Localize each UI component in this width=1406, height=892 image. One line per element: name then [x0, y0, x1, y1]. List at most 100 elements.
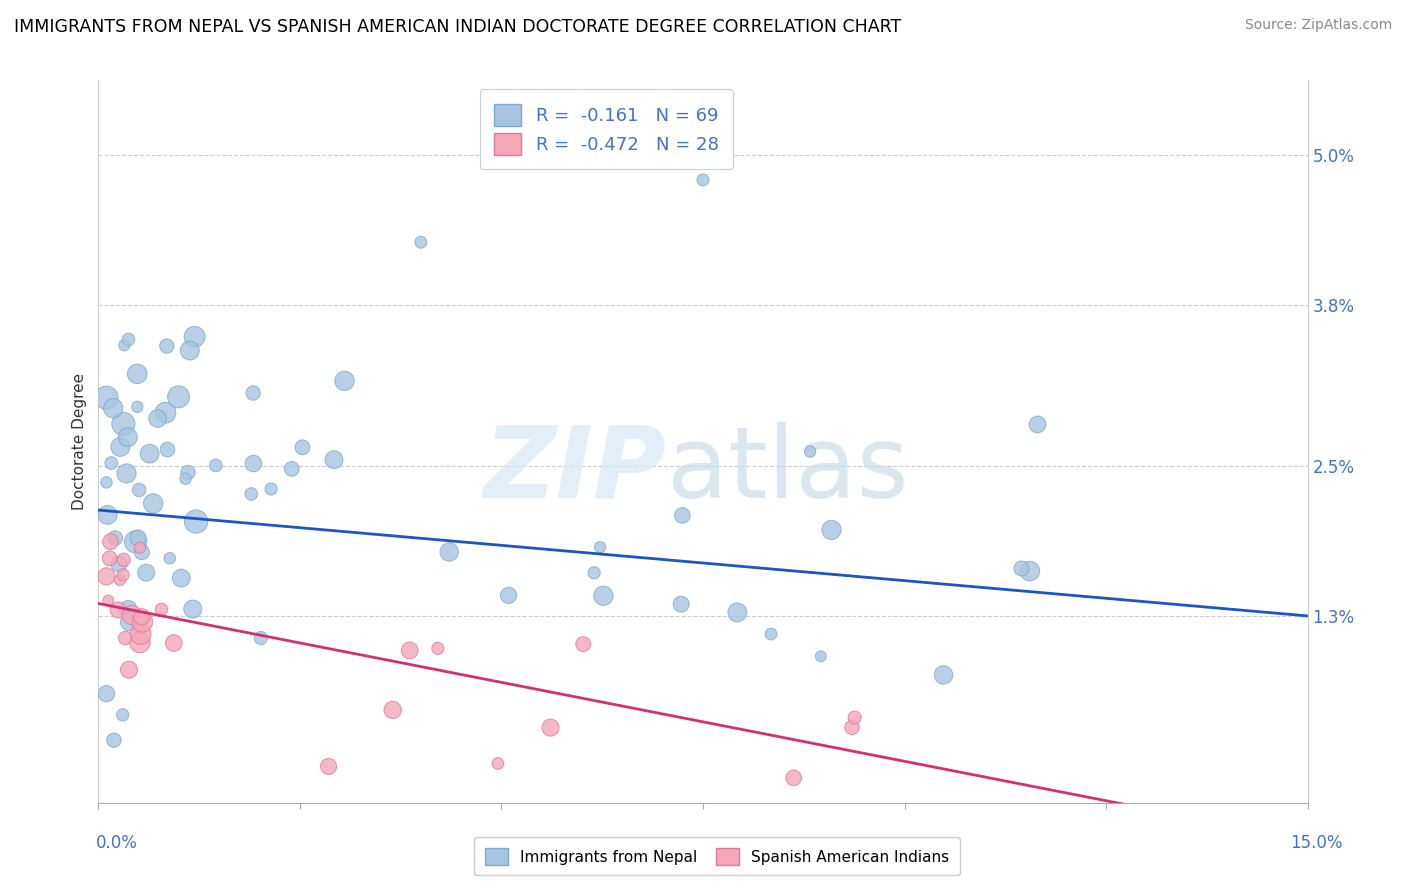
Point — [121, 607, 143, 622]
Point — [111, 707, 134, 722]
Text: 0.0%: 0.0% — [96, 834, 138, 852]
Text: ZIP: ZIP — [484, 422, 666, 519]
Point — [240, 487, 263, 501]
Point — [131, 609, 153, 624]
Point — [486, 756, 509, 771]
Point — [1010, 561, 1032, 575]
Point — [1018, 564, 1040, 578]
Point — [114, 631, 136, 645]
Text: IMMIGRANTS FROM NEPAL VS SPANISH AMERICAN INDIAN DOCTORATE DEGREE CORRELATION CH: IMMIGRANTS FROM NEPAL VS SPANISH AMERICA… — [14, 18, 901, 36]
Point — [242, 386, 264, 401]
Point — [97, 593, 120, 607]
Point — [156, 442, 179, 457]
Point — [104, 531, 127, 545]
Point — [97, 508, 120, 522]
Point — [759, 627, 782, 641]
Point — [498, 588, 520, 602]
Point — [183, 330, 205, 344]
Point — [249, 631, 271, 645]
Point — [127, 367, 149, 381]
Point — [98, 551, 121, 566]
Point — [291, 441, 314, 455]
Point — [129, 541, 152, 555]
Point — [135, 566, 157, 580]
Point — [96, 391, 118, 405]
Point — [112, 567, 135, 582]
Point — [260, 482, 283, 496]
Point — [112, 417, 135, 431]
Point — [131, 545, 153, 559]
Point — [810, 649, 832, 664]
Point — [142, 496, 165, 510]
Point — [426, 641, 449, 656]
Point — [583, 566, 606, 580]
Point — [108, 573, 131, 587]
Point — [1026, 417, 1049, 432]
Point — [281, 462, 304, 476]
Point — [155, 406, 177, 420]
Legend: Immigrants from Nepal, Spanish American Indians: Immigrants from Nepal, Spanish American … — [474, 838, 960, 875]
Point — [184, 515, 207, 529]
Point — [437, 545, 460, 559]
Point — [117, 602, 139, 616]
Point — [540, 721, 562, 735]
Point — [163, 636, 186, 650]
Text: Source: ZipAtlas.com: Source: ZipAtlas.com — [1244, 18, 1392, 32]
Point — [96, 569, 118, 583]
Point — [669, 597, 692, 611]
Point — [107, 603, 129, 617]
Point — [167, 390, 190, 404]
Point — [725, 606, 748, 620]
Point — [170, 571, 193, 585]
Point — [100, 534, 122, 549]
Point — [112, 338, 135, 352]
Point — [156, 339, 179, 353]
Point — [409, 235, 432, 250]
Point — [592, 589, 614, 603]
Point — [179, 343, 201, 358]
Point — [118, 663, 141, 677]
Text: atlas: atlas — [666, 422, 908, 519]
Point — [782, 771, 804, 785]
Point — [159, 551, 181, 566]
Point — [820, 523, 842, 537]
Point — [318, 759, 340, 773]
Point — [242, 457, 264, 471]
Point — [398, 643, 420, 657]
Point — [174, 472, 197, 486]
Point — [117, 333, 139, 347]
Point — [323, 452, 346, 467]
Legend: R =  -0.161   N = 69, R =  -0.472   N = 28: R = -0.161 N = 69, R = -0.472 N = 28 — [479, 89, 733, 169]
Point — [129, 622, 152, 636]
Point — [127, 531, 149, 545]
Point — [117, 430, 139, 444]
Point — [381, 703, 404, 717]
Point — [108, 558, 131, 572]
Point — [131, 615, 153, 629]
Point — [103, 733, 125, 747]
Point — [844, 710, 866, 724]
Point — [100, 456, 122, 470]
Point — [572, 637, 595, 651]
Point — [124, 534, 146, 549]
Point — [177, 466, 200, 480]
Point — [129, 627, 152, 641]
Point — [138, 447, 160, 461]
Text: 15.0%: 15.0% — [1291, 834, 1343, 852]
Point — [204, 458, 226, 473]
Point — [146, 411, 169, 425]
Point — [115, 467, 138, 481]
Point — [96, 475, 118, 490]
Point — [692, 173, 714, 187]
Point — [589, 540, 612, 554]
Point — [110, 440, 132, 454]
Point — [150, 602, 173, 616]
Point — [96, 687, 118, 701]
Point — [671, 508, 693, 523]
Point — [118, 615, 141, 629]
Y-axis label: Doctorate Degree: Doctorate Degree — [72, 373, 87, 510]
Point — [333, 374, 356, 388]
Point — [841, 720, 863, 734]
Point — [127, 400, 149, 414]
Point — [112, 553, 135, 567]
